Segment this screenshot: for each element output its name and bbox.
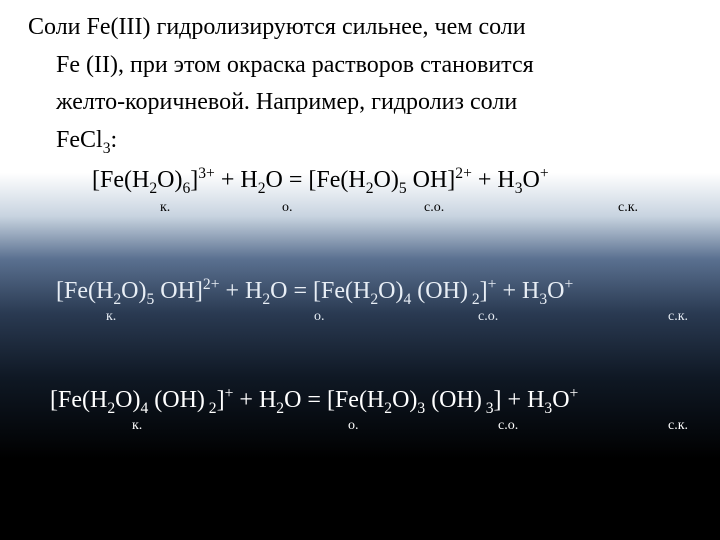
label-sk: с.к. [668, 309, 688, 325]
label-sk: с.к. [668, 418, 688, 434]
label-o: о. [282, 200, 293, 216]
label-k: к. [106, 309, 116, 325]
label-o: о. [314, 309, 325, 325]
intro-line-3: желто-коричневой. Например, гидролиз сол… [28, 87, 700, 119]
equation-2: [Fe(H2O)5 OH]2+ + H2O = [Fe(H2O)4 (OH) 2… [28, 276, 700, 309]
equation-3-labels: к. о. с.о. с.к. [28, 418, 700, 436]
label-k: к. [132, 418, 142, 434]
intro-line-2: Fe (II), при этом окраска растворов стан… [28, 50, 700, 82]
intro-line-1: Соли Fe(III) гидролизируются сильнее, че… [28, 12, 700, 44]
equation-1: [Fe(H2O)6]3+ + H2O = [Fe(H2O)5 OH]2+ + H… [28, 165, 700, 198]
label-sk: с.к. [618, 200, 638, 216]
label-o: о. [348, 418, 359, 434]
label-so: с.о. [478, 309, 498, 325]
equation-3: [Fe(H2O)4 (OH) 2]+ + H2O = [Fe(H2O)3 (OH… [28, 385, 700, 418]
label-k: к. [160, 200, 170, 216]
equation-2-labels: к. о. с.о. с.к. [28, 309, 700, 327]
equation-1-labels: к. о. с.о. с.к. [28, 200, 700, 218]
intro-line-4: FeCl3: [28, 125, 700, 159]
label-so: с.о. [498, 418, 518, 434]
label-so: с.о. [424, 200, 444, 216]
